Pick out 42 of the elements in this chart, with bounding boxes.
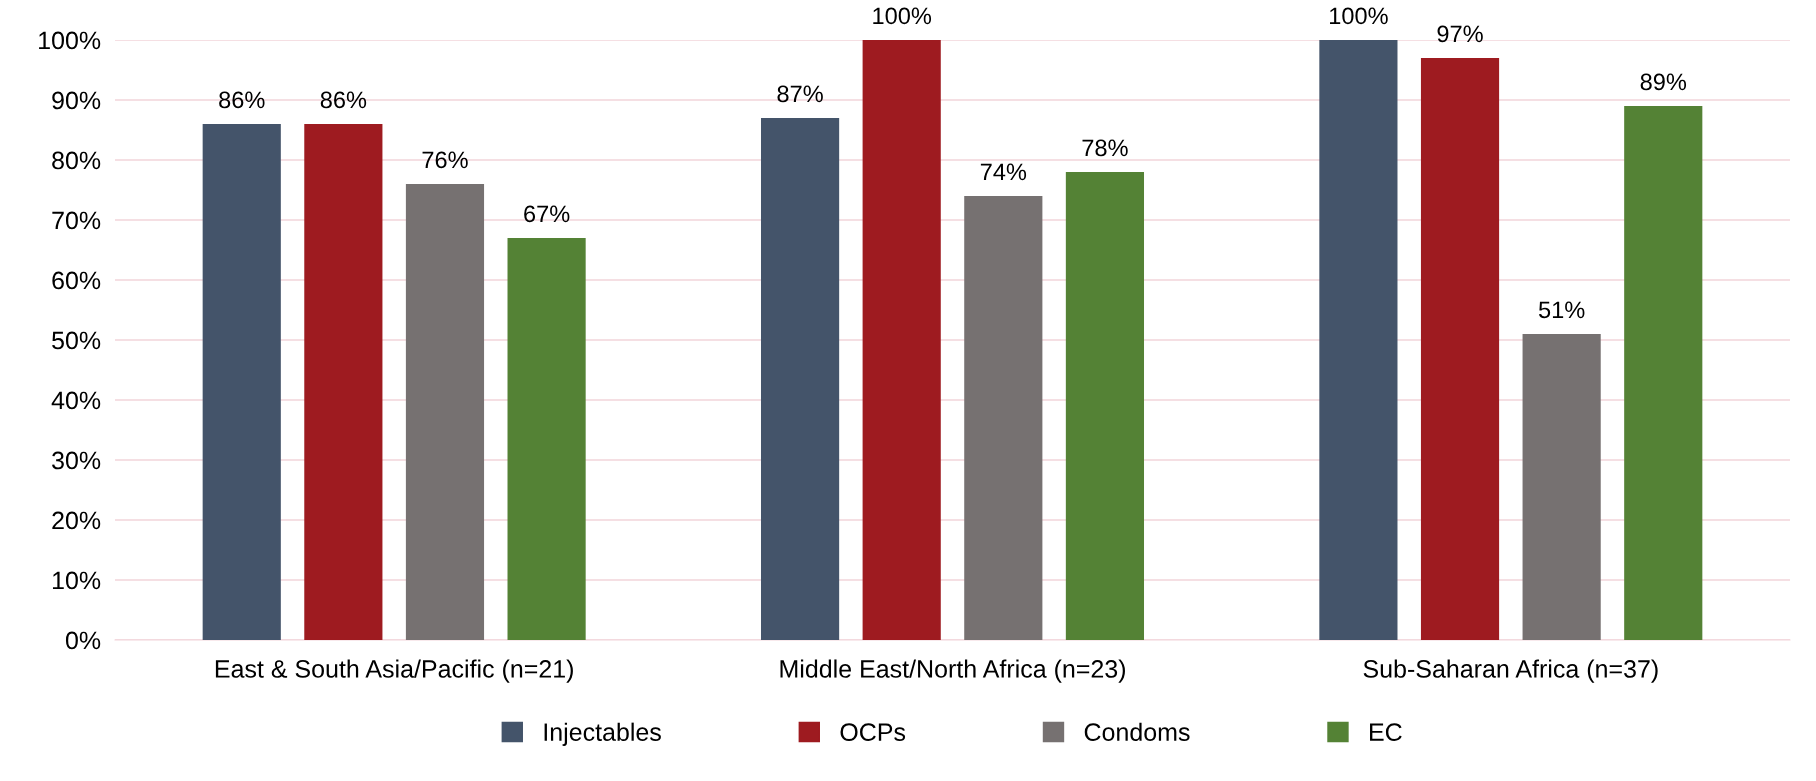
y-tick-label: 80% xyxy=(52,151,101,170)
data-label: 86% xyxy=(320,91,367,109)
data-label: 67% xyxy=(524,205,570,223)
y-tick-label: 40% xyxy=(51,391,101,410)
bar xyxy=(862,40,941,640)
data-label: 74% xyxy=(980,163,1027,181)
data-label: 76% xyxy=(422,151,468,169)
bar xyxy=(1065,172,1145,640)
y-tick-label: 30% xyxy=(52,451,101,470)
y-tick-label: 10% xyxy=(52,571,101,590)
bar xyxy=(507,238,586,640)
y-tick-label: 50% xyxy=(52,331,101,350)
bar xyxy=(760,118,840,640)
x-tick-label: Sub-Saharan Africa (n=37) xyxy=(1363,659,1658,683)
bar xyxy=(964,196,1043,640)
data-label: 78% xyxy=(1082,139,1128,157)
x-tick-label: Middle East/North Africa (n=23) xyxy=(780,659,1125,683)
bar xyxy=(405,184,485,640)
y-tick-label: 100% xyxy=(39,31,101,50)
bar xyxy=(202,124,281,640)
bar xyxy=(1624,106,1703,640)
data-label: 97% xyxy=(1437,25,1483,43)
bar xyxy=(1319,40,1398,640)
legend-label: Injectables xyxy=(544,722,661,746)
data-label: 100% xyxy=(873,7,932,25)
y-tick-label: 20% xyxy=(52,511,101,530)
bar xyxy=(304,124,383,640)
data-label: 100% xyxy=(1330,7,1388,25)
bar xyxy=(1522,334,1601,640)
data-label: 87% xyxy=(777,85,823,103)
legend-label: Condoms xyxy=(1084,722,1190,741)
legend-label: EC xyxy=(1370,723,1402,741)
data-label: 89% xyxy=(1640,73,1687,91)
x-tick-label: East & South Asia/Pacific (n=21) xyxy=(215,659,573,683)
data-label: 86% xyxy=(219,91,265,109)
y-tick-label: 0% xyxy=(65,631,101,650)
y-tick-label: 60% xyxy=(52,271,101,290)
y-tick-label: 70% xyxy=(52,211,101,230)
bar xyxy=(1420,58,1500,640)
data-label: 51% xyxy=(1538,301,1585,319)
y-tick-label: 90% xyxy=(52,91,101,110)
legend-label: OCPs xyxy=(840,723,906,741)
